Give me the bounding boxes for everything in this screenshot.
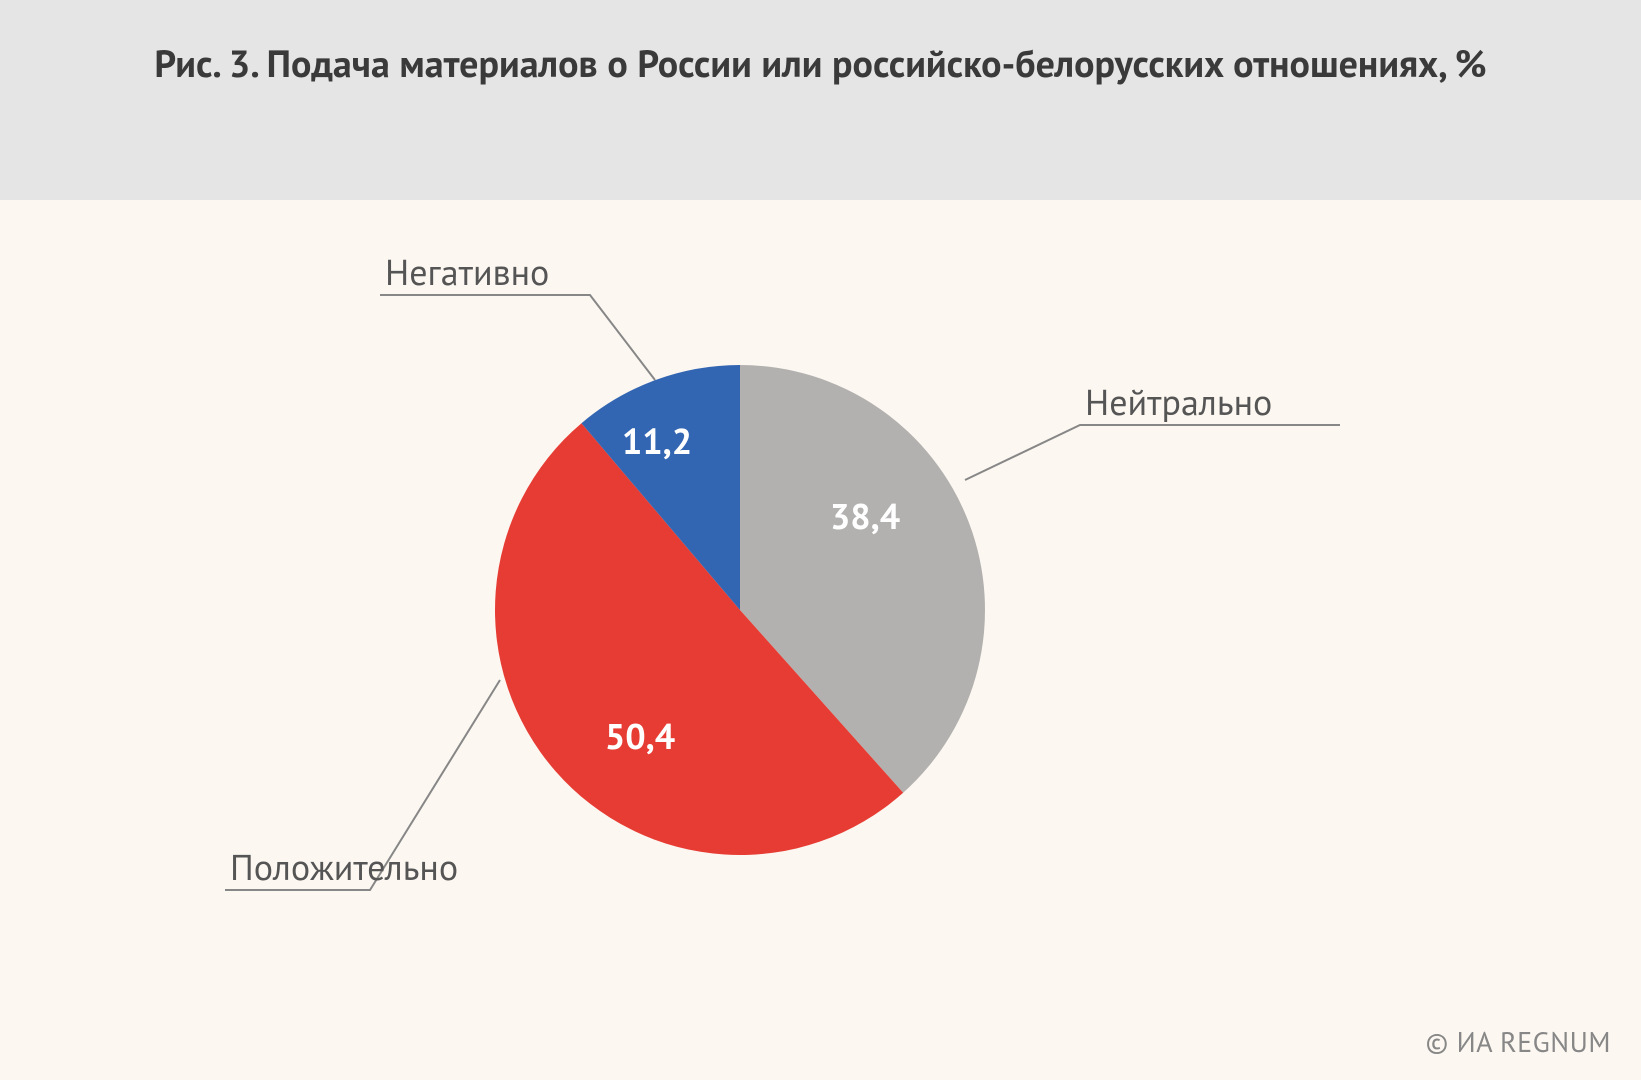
chart-area: 38,4 50,4 11,2 Нейтрально Положительно Негати… — [0, 200, 1641, 1080]
copyright-footer: © ИА REGNUM — [1426, 1023, 1611, 1060]
leader-line-negative — [380, 295, 655, 380]
slice-value-neutral: 38,4 — [830, 492, 900, 539]
slice-label-negative: Негативно — [385, 248, 549, 295]
leader-line-neutral — [965, 425, 1340, 480]
slice-value-negative: 11,2 — [622, 417, 692, 464]
slice-label-neutral: Нейтрально — [1085, 378, 1272, 425]
slice-label-positive: Положительно — [230, 843, 458, 890]
chart-header: Рис. 3. Подача материалов о России или р… — [0, 0, 1641, 200]
pie-chart: 38,4 50,4 11,2 Нейтрально Положительно Негати… — [0, 200, 1641, 1080]
chart-title: Рис. 3. Подача материалов о России или р… — [60, 40, 1581, 88]
slice-value-positive: 50,4 — [605, 712, 675, 759]
